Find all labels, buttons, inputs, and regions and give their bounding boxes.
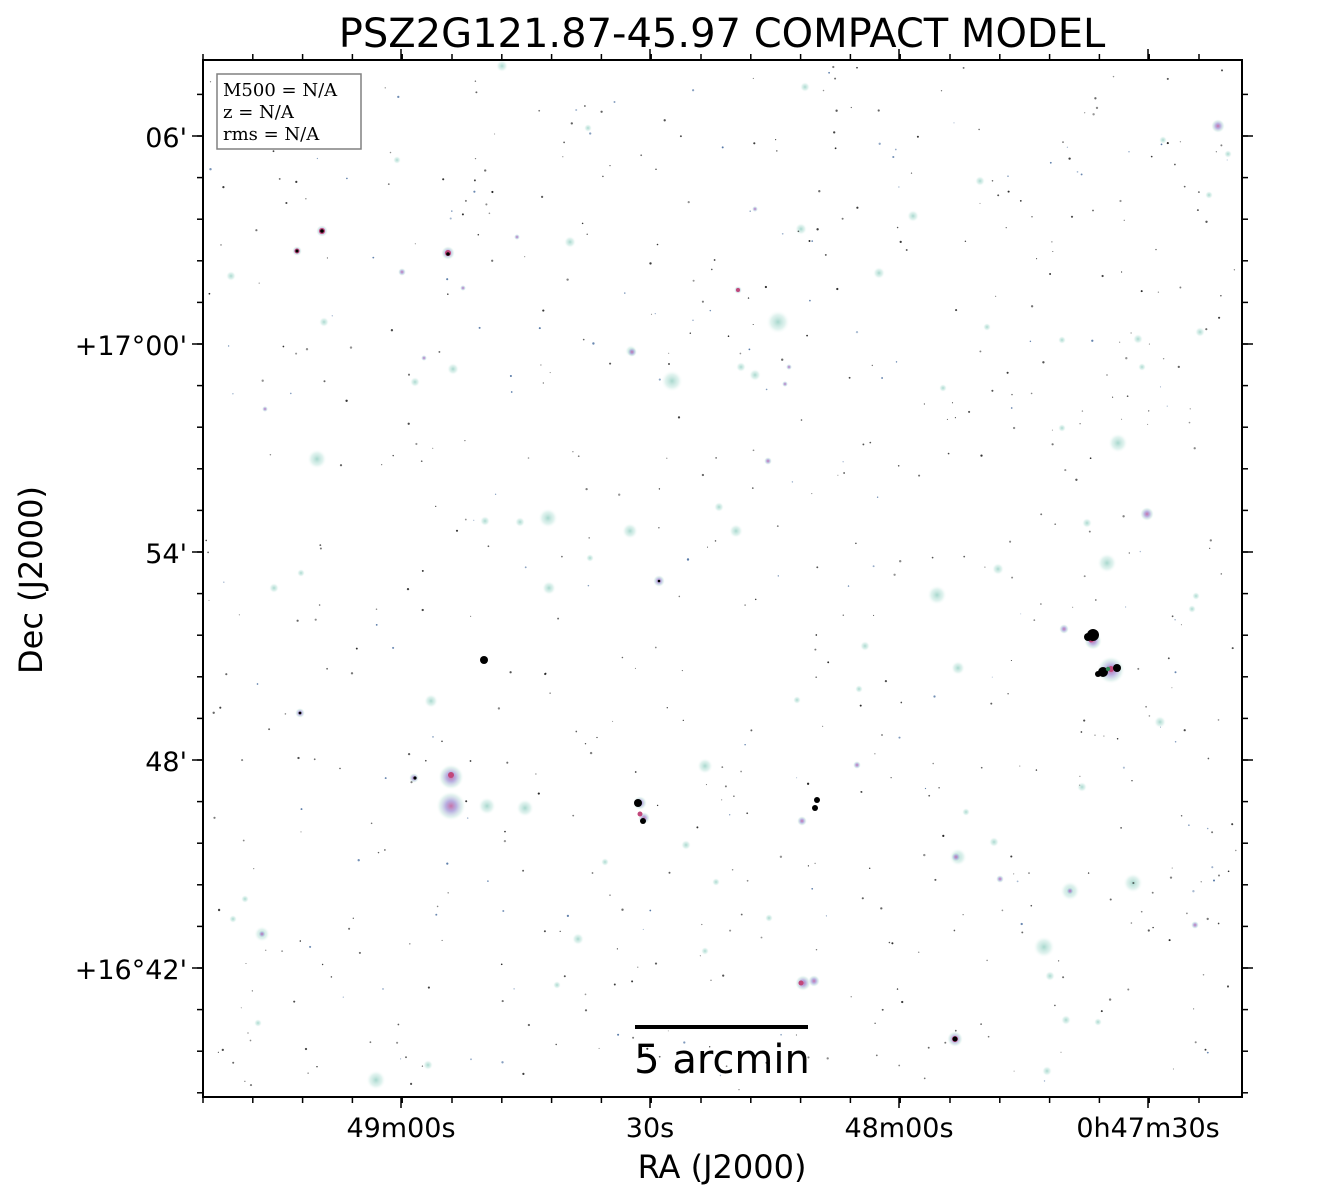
dec-tick-label: 06' [145,123,187,154]
y-axis-label: Dec (J2000) [12,486,50,674]
info-redshift: z = N/A [223,102,295,123]
dec-tick-label: 48' [145,747,187,778]
x-axis-label: RA (J2000) [638,1148,807,1186]
tick-marks [192,49,1253,1108]
dec-tick-label: 54' [145,539,187,570]
ra-tick-label: 30s [626,1113,674,1144]
ra-tick-label: 48m00s [844,1113,953,1144]
info-m500: M500 = N/A [223,80,338,101]
info-box: M500 = N/A z = N/A rms = N/A [216,73,362,150]
dec-tick-label: +17°00' [75,331,187,362]
sky-image [205,60,1237,1091]
ra-tick-label: 0h47m30s [1076,1113,1219,1144]
scale-bar-label: 5 arcmin [634,1037,810,1083]
info-rms: rms = N/A [223,124,320,145]
ra-tick-label: 49m00s [346,1113,455,1144]
plot-area [203,60,1242,1097]
dec-tick-label: +16°42' [75,955,187,986]
plot-frame [202,59,1243,1098]
chart-title: PSZ2G121.87-45.97 COMPACT MODEL [339,11,1106,57]
